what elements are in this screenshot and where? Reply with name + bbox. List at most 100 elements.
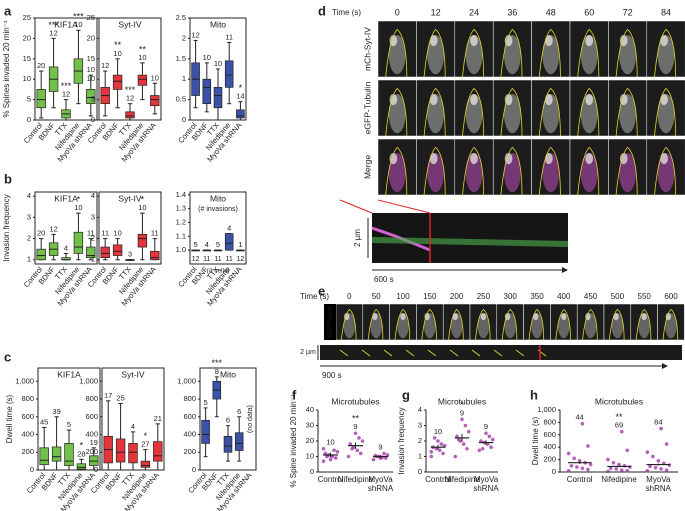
data-point [371,457,376,462]
spine-outline [654,28,676,78]
data-point [645,468,650,473]
n-label: 20 [37,61,45,70]
y-tick-label: 20 [87,33,95,42]
y-tick-label: 400 [85,430,98,439]
n-label: 4 [205,240,209,249]
n-label: 44 [575,413,583,422]
data-point [429,450,434,454]
chart-title: Mito [220,369,236,379]
significance: ** [615,412,623,422]
box [73,231,84,254]
chart-title: Microtubules [595,396,643,406]
data-point [325,454,329,459]
data-point [321,459,326,463]
time-label: Time (s) [300,292,329,301]
y-tick-label: 800 [85,394,98,403]
kymograph-streak [493,349,503,357]
micrograph-signal [465,153,483,193]
micrograph-signal [580,94,598,134]
data-point [360,439,365,443]
micrograph-signal [429,153,438,165]
data-point [489,445,493,450]
y-tick-label: 10 [306,451,314,460]
spine-outline [340,308,357,341]
box [140,460,151,468]
n-label: 10 [138,53,146,62]
micrograph-signal [619,35,628,47]
data-point [330,454,335,459]
box [115,438,126,463]
spine-outline [474,308,491,341]
chart-title: Syt-IV [118,19,141,29]
micrograph-signal [470,153,478,165]
n-label: 39 [52,407,60,416]
micrograph-signal [470,94,478,106]
significance: ** [114,40,122,50]
data-point [346,454,351,459]
time-value: 100 [396,292,410,301]
y-tick-label: 10 [87,74,95,83]
chart-title: Syt-IV [118,193,141,203]
spine-outline [582,308,598,341]
box [153,441,163,462]
spine-outline [423,87,446,137]
chart-title: Mito [210,193,226,203]
data-point [648,464,652,469]
y-tick-label: 0 [182,115,186,124]
data-point [580,466,585,471]
panel-letter: b [4,171,12,186]
time-value: 36 [507,7,517,17]
time-label: Time (s) [332,8,361,17]
y-tick-label: 4 [27,191,31,200]
time-value: 500 [611,292,625,301]
data-point [611,460,616,465]
data-point [455,434,459,439]
n-label: 6 [237,407,241,416]
significance: * [460,400,464,410]
data-point [617,462,621,467]
time-value: 60 [584,7,594,17]
n-label: 20 [37,229,45,238]
data-point [622,464,627,468]
y-tick-label: 3 [418,420,422,429]
time-value: 48 [546,7,556,17]
spine-outline [615,87,638,137]
n-label: 10 [326,438,334,447]
n-label: 69 [615,421,623,430]
x-tick-label: Nifedipine [601,475,637,484]
box [112,244,123,256]
spine-outline [615,28,638,78]
plot-frame [98,191,162,265]
n-label: 5 [67,420,71,429]
y-tick-label: 2 [27,234,31,243]
y-tick-label: 5 [27,95,31,104]
data-point [586,444,590,448]
data-point [484,431,488,436]
y-tick-label: 1.5 [176,54,186,63]
spine-outline [538,87,561,137]
spine-outline [577,28,600,78]
time-value: 0 [347,292,352,301]
y-tick-label: 1 [418,451,422,460]
data-point [436,439,440,443]
data-point [659,426,663,431]
y-tick-label: 1 [182,74,186,83]
spine-outline [385,146,408,196]
n-label: 10 [203,53,211,62]
micrograph-signal [504,153,513,165]
spine-outline [421,308,437,341]
y-tick-label: 4 [91,191,95,200]
scale-label: 600 s [374,275,394,284]
n-label: 25 [116,393,124,402]
y-tick-label: 25 [87,13,95,22]
n-cells-label: 12 [192,256,200,263]
data-point [664,442,669,446]
n-label: 84 [654,418,662,427]
y-tick-label: 0 [94,465,98,474]
spine-outline [462,146,484,196]
y-tick-label: 1.0 [176,245,186,254]
time-value: 200 [450,292,464,301]
note: (# cells) [207,268,230,275]
x-tick-label: Control [566,475,593,484]
data-point [442,443,447,448]
